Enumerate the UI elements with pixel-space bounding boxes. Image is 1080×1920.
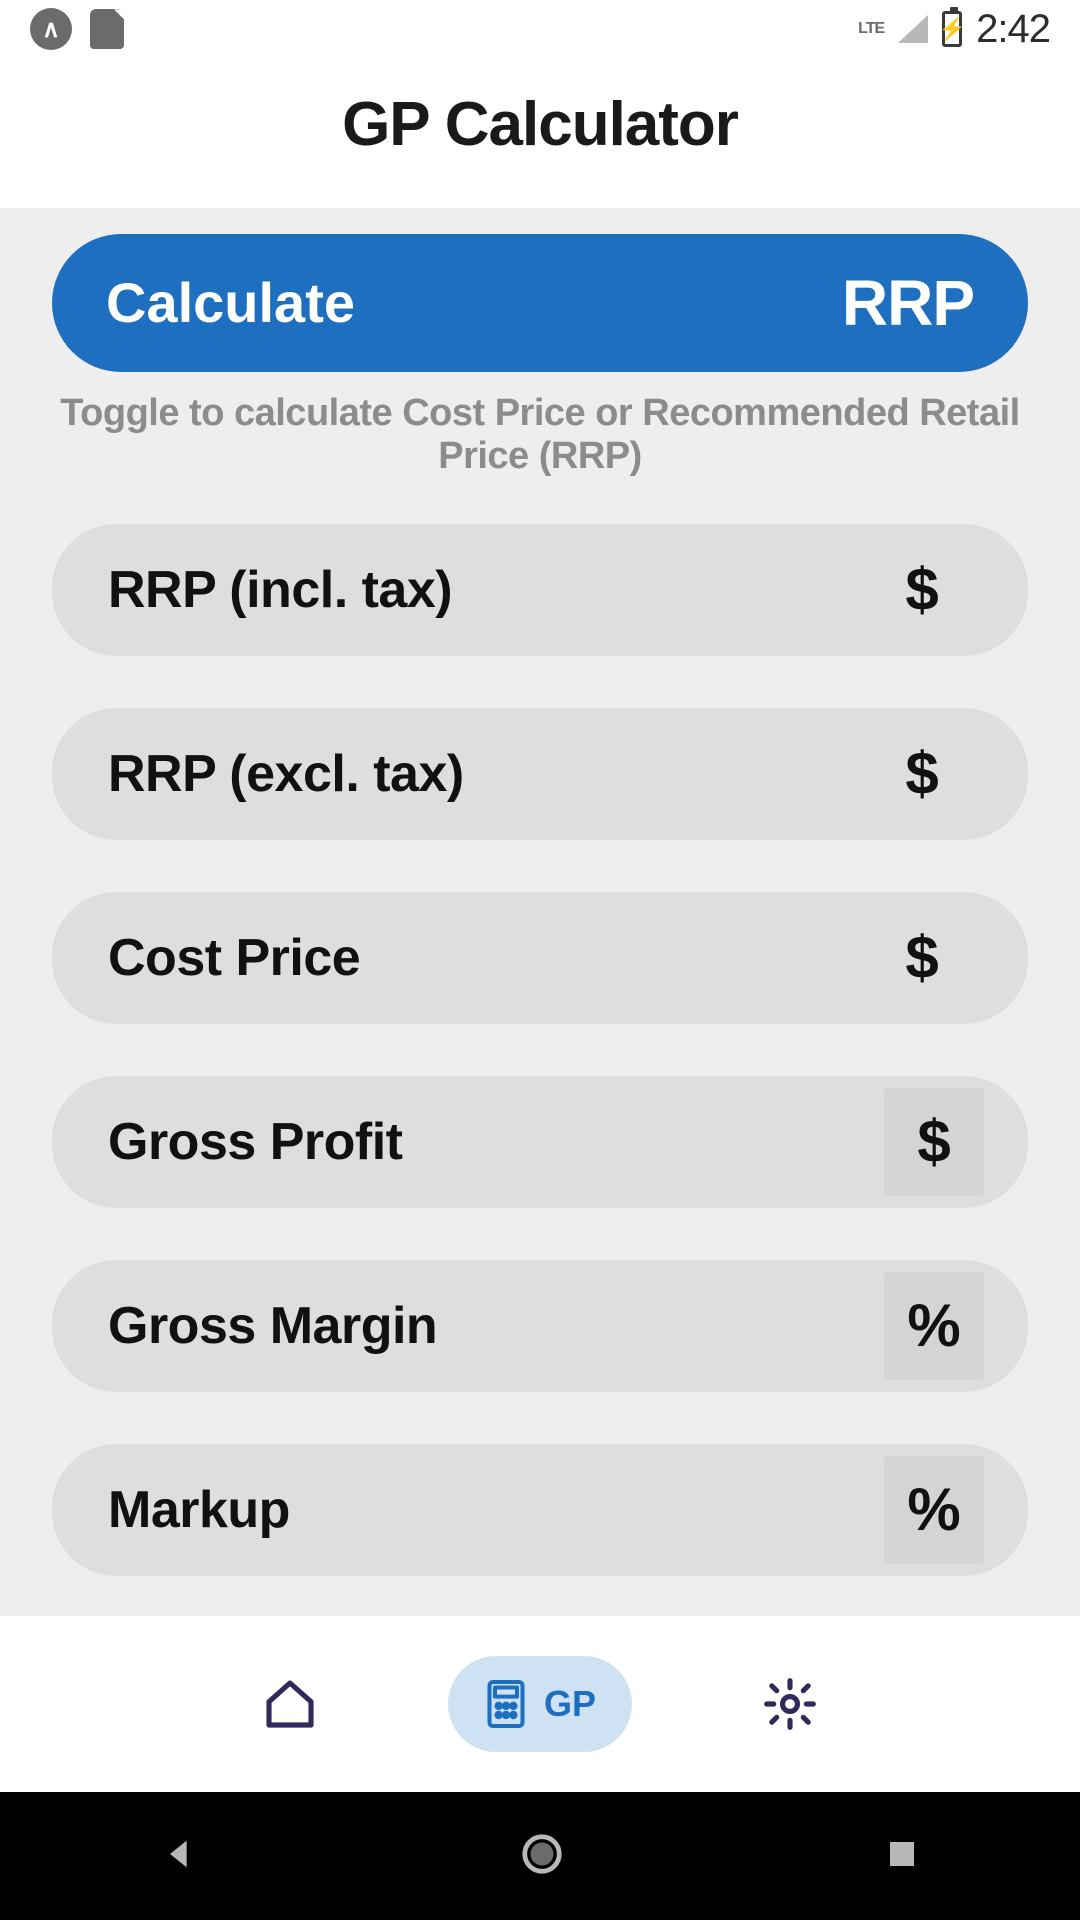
tab-settings[interactable] xyxy=(742,1656,838,1752)
app-header: GP Calculator xyxy=(0,59,1080,208)
page-title: GP Calculator xyxy=(0,89,1080,160)
tab-gp[interactable]: GP xyxy=(448,1656,632,1752)
field-label: Markup xyxy=(108,1480,290,1540)
field-gross-profit[interactable]: Gross Profit $ xyxy=(52,1076,1028,1208)
currency-icon: $ xyxy=(872,739,972,808)
calculator-icon xyxy=(484,1678,528,1730)
field-cost-price[interactable]: Cost Price $ xyxy=(52,892,1028,1024)
field-label: Cost Price xyxy=(108,928,360,988)
network-type-label: LTE xyxy=(858,20,884,38)
field-rrp-incl-tax[interactable]: RRP (incl. tax) $ xyxy=(52,524,1028,656)
field-label: Gross Profit xyxy=(108,1112,403,1172)
currency-icon: $ xyxy=(872,923,972,992)
field-label: RRP (incl. tax) xyxy=(108,560,452,620)
toggle-hint: Toggle to calculate Cost Price or Recomm… xyxy=(52,392,1028,478)
main-content: Calculate RRP Toggle to calculate Cost P… xyxy=(0,208,1080,1616)
android-recents-button[interactable] xyxy=(884,1836,920,1877)
tab-home[interactable] xyxy=(242,1656,338,1752)
currency-icon: $ xyxy=(872,555,972,624)
field-label: Gross Margin xyxy=(108,1296,437,1356)
android-nav-bar xyxy=(0,1792,1080,1920)
field-gross-margin[interactable]: Gross Margin % xyxy=(52,1260,1028,1392)
android-home-button[interactable] xyxy=(519,1831,565,1882)
status-left: ∧ xyxy=(30,8,124,50)
clock-label: 2:42 xyxy=(976,7,1050,52)
status-right: LTE ⚡ 2:42 xyxy=(858,7,1050,52)
toggle-right-label: RRP xyxy=(842,266,974,340)
currency-icon: $ xyxy=(884,1088,984,1196)
field-markup[interactable]: Markup % xyxy=(52,1444,1028,1576)
percent-icon: % xyxy=(884,1272,984,1380)
toggle-left-label: Calculate xyxy=(106,270,355,335)
gear-icon xyxy=(762,1676,818,1732)
field-rrp-excl-tax[interactable]: RRP (excl. tax) $ xyxy=(52,708,1028,840)
status-bar: ∧ LTE ⚡ 2:42 xyxy=(0,0,1080,59)
sd-card-icon xyxy=(90,9,124,49)
home-icon xyxy=(262,1676,318,1732)
app-indicator-icon: ∧ xyxy=(30,8,72,50)
tab-gp-label: GP xyxy=(544,1683,596,1725)
android-back-button[interactable] xyxy=(160,1834,200,1879)
field-label: RRP (excl. tax) xyxy=(108,744,464,804)
signal-icon xyxy=(898,15,928,43)
percent-icon: % xyxy=(884,1456,984,1564)
app-indicator-glyph: ∧ xyxy=(42,15,60,44)
calculate-mode-toggle[interactable]: Calculate RRP xyxy=(52,234,1028,372)
bottom-tab-bar: GP xyxy=(0,1616,1080,1793)
battery-icon: ⚡ xyxy=(942,11,962,47)
